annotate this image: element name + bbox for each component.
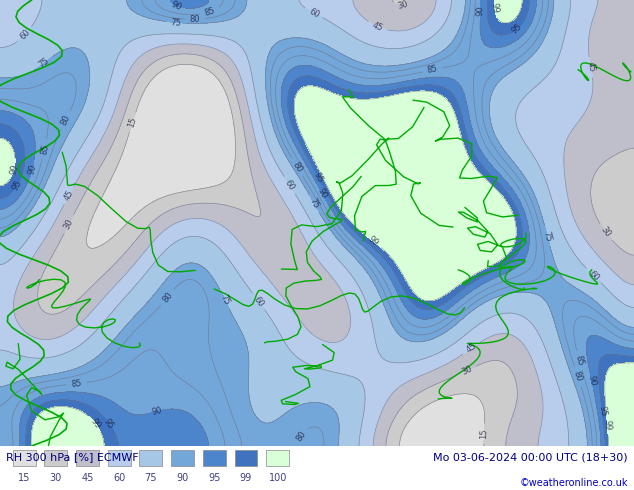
Text: 95: 95	[102, 416, 115, 430]
Text: 60: 60	[113, 473, 126, 483]
Bar	[139, 450, 162, 465]
Text: 15: 15	[127, 116, 138, 128]
Text: 45: 45	[81, 473, 94, 483]
Text: 99: 99	[240, 473, 252, 483]
Text: 45: 45	[371, 20, 384, 33]
Text: 60: 60	[587, 269, 600, 283]
Text: Mo 03-06-2024 00:00 UTC (18+30): Mo 03-06-2024 00:00 UTC (18+30)	[433, 453, 628, 463]
Text: 95: 95	[208, 473, 221, 483]
Text: 15: 15	[479, 428, 489, 439]
Text: 30: 30	[599, 225, 612, 239]
Bar	[108, 450, 131, 465]
Text: 90: 90	[151, 406, 163, 417]
Bar	[76, 450, 99, 465]
Text: 90: 90	[169, 0, 183, 12]
Text: 80: 80	[190, 15, 200, 24]
Text: 99: 99	[89, 416, 102, 431]
Text: 90: 90	[27, 163, 38, 175]
Text: 90: 90	[316, 187, 328, 200]
Text: 95: 95	[11, 178, 23, 192]
Text: 80: 80	[160, 290, 174, 304]
Text: 60: 60	[18, 27, 32, 42]
Text: 99: 99	[366, 234, 380, 248]
Text: 95: 95	[510, 22, 524, 35]
Bar	[13, 450, 36, 465]
Text: 75: 75	[541, 230, 553, 243]
Text: 45: 45	[465, 342, 479, 355]
Text: 80: 80	[60, 113, 72, 127]
Text: 85: 85	[39, 143, 50, 155]
Text: 60: 60	[252, 294, 265, 308]
Text: 90: 90	[476, 5, 485, 16]
Text: 30: 30	[49, 473, 62, 483]
Bar	[266, 450, 289, 465]
Text: 30: 30	[460, 364, 474, 377]
Text: 80: 80	[572, 370, 584, 383]
Text: 99: 99	[8, 163, 20, 175]
Text: 75: 75	[218, 293, 231, 306]
Bar	[203, 450, 226, 465]
Text: 30: 30	[397, 0, 409, 11]
Text: 99: 99	[489, 2, 500, 14]
Text: 85: 85	[70, 379, 82, 389]
Text: 60: 60	[307, 6, 321, 20]
Text: 95: 95	[312, 171, 325, 184]
Text: 75: 75	[37, 56, 51, 70]
Text: 15: 15	[18, 473, 30, 483]
Text: 95: 95	[597, 406, 607, 417]
Text: 75: 75	[145, 473, 157, 483]
Text: ©weatheronline.co.uk: ©weatheronline.co.uk	[519, 478, 628, 488]
Bar	[44, 450, 67, 465]
Bar	[235, 450, 257, 465]
Text: 80: 80	[290, 160, 304, 174]
Bar	[171, 450, 194, 465]
Text: 85: 85	[204, 6, 216, 18]
Text: 85: 85	[574, 354, 585, 367]
Text: 90: 90	[176, 473, 189, 483]
Text: 100: 100	[269, 473, 287, 483]
Text: 85: 85	[427, 65, 439, 75]
Text: RH 300 hPa [%] ECMWF: RH 300 hPa [%] ECMWF	[6, 453, 139, 463]
Text: 90: 90	[586, 375, 597, 387]
Text: 30: 30	[63, 217, 75, 231]
Text: 45: 45	[63, 189, 75, 202]
Text: 45: 45	[585, 61, 596, 73]
Text: 60: 60	[283, 178, 297, 192]
Text: 80: 80	[294, 429, 307, 442]
Text: 99: 99	[603, 420, 612, 431]
Text: 75: 75	[171, 18, 182, 27]
Text: 75: 75	[308, 197, 321, 210]
